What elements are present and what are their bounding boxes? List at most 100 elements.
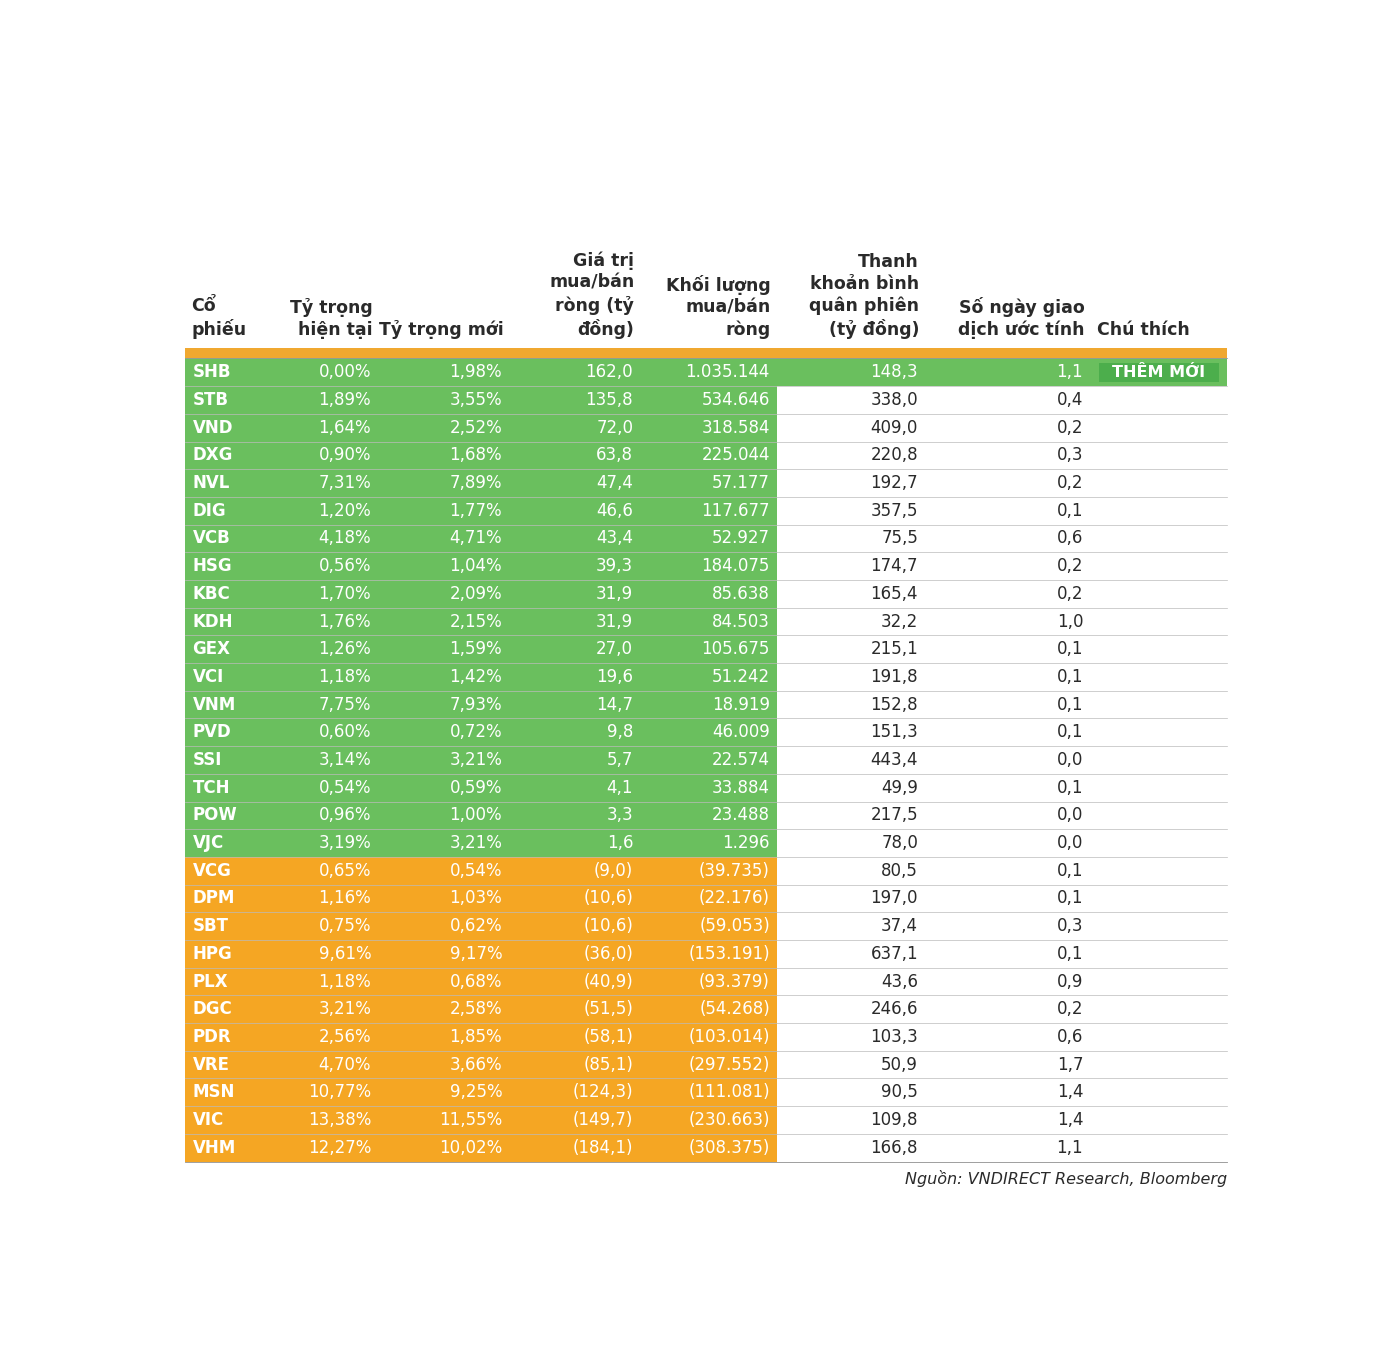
Bar	[270, 801, 379, 830]
Text: 1,4: 1,4	[1057, 1111, 1083, 1128]
Bar	[379, 553, 510, 580]
Text: 1,18%: 1,18%	[318, 972, 371, 990]
Text: 9,17%: 9,17%	[449, 945, 502, 963]
Bar	[1090, 553, 1228, 580]
Bar	[185, 441, 270, 470]
Text: VCG: VCG	[193, 862, 232, 880]
Bar	[510, 1023, 641, 1051]
Bar	[777, 801, 926, 830]
Bar	[641, 553, 777, 580]
Bar	[777, 1023, 926, 1051]
Bar	[926, 663, 1090, 691]
Text: 443,4: 443,4	[871, 751, 918, 769]
Text: 0,6: 0,6	[1057, 530, 1083, 547]
Bar	[270, 553, 379, 580]
Text: 1,4: 1,4	[1057, 1084, 1083, 1101]
Text: 0,1: 0,1	[1057, 640, 1083, 659]
Text: DPM: DPM	[193, 889, 234, 907]
Bar	[777, 774, 926, 801]
Text: 0,65%: 0,65%	[318, 862, 371, 880]
Bar	[777, 663, 926, 691]
Text: 152,8: 152,8	[871, 695, 918, 714]
Bar	[926, 470, 1090, 497]
Bar	[185, 414, 270, 441]
Bar	[641, 691, 777, 718]
Bar	[1090, 414, 1228, 441]
Bar	[379, 746, 510, 774]
Text: 0,54%: 0,54%	[449, 862, 502, 880]
Bar	[379, 801, 510, 830]
Text: (184,1): (184,1)	[573, 1139, 634, 1157]
Text: 22.574: 22.574	[712, 751, 770, 769]
Text: (111.081): (111.081)	[689, 1084, 770, 1101]
Bar	[270, 830, 379, 857]
Bar	[510, 497, 641, 524]
Text: 174,7: 174,7	[871, 557, 918, 576]
Text: 2,58%: 2,58%	[449, 1001, 502, 1018]
Bar	[1090, 580, 1228, 608]
Bar	[510, 636, 641, 663]
Bar	[185, 524, 270, 553]
Bar	[1090, 884, 1228, 913]
Bar	[379, 663, 510, 691]
Bar	[185, 663, 270, 691]
Text: 0,3: 0,3	[1057, 917, 1083, 936]
Text: 3,19%: 3,19%	[318, 834, 371, 851]
Bar	[926, 940, 1090, 968]
Text: HSG: HSG	[193, 557, 232, 576]
Text: KBC: KBC	[193, 585, 230, 603]
Text: 0,1: 0,1	[1057, 889, 1083, 907]
Text: 0,56%: 0,56%	[318, 557, 371, 576]
Text: 166,8: 166,8	[871, 1139, 918, 1157]
Bar	[641, 830, 777, 857]
Text: 11,55%: 11,55%	[440, 1111, 502, 1128]
Bar	[777, 940, 926, 968]
Bar	[641, 1107, 777, 1134]
Bar	[926, 386, 1090, 414]
Bar	[926, 1023, 1090, 1051]
Text: (230.663): (230.663)	[689, 1111, 770, 1128]
Text: 0,96%: 0,96%	[318, 807, 371, 824]
Bar	[379, 636, 510, 663]
Text: 72,0: 72,0	[597, 418, 634, 437]
Text: Cổ
phiếu: Cổ phiếu	[192, 296, 247, 338]
Text: 0,90%: 0,90%	[318, 447, 371, 464]
Bar	[1090, 386, 1228, 414]
Bar	[926, 553, 1090, 580]
Bar	[777, 1051, 926, 1078]
Bar	[926, 580, 1090, 608]
Bar	[926, 441, 1090, 470]
Bar	[641, 913, 777, 940]
Text: 3,14%: 3,14%	[318, 751, 371, 769]
Bar	[510, 857, 641, 884]
Text: Thanh
khoản bình
quân phiên
(tỷ đồng): Thanh khoản bình quân phiên (tỷ đồng)	[809, 253, 919, 338]
Text: 0,59%: 0,59%	[449, 778, 502, 797]
Text: (59.053): (59.053)	[699, 917, 770, 936]
Text: (40,9): (40,9)	[583, 972, 634, 990]
Bar	[185, 913, 270, 940]
Text: 7,93%: 7,93%	[449, 695, 502, 714]
Text: 32,2: 32,2	[881, 612, 918, 630]
Bar	[1090, 470, 1228, 497]
Bar	[510, 995, 641, 1023]
Text: 14,7: 14,7	[597, 695, 634, 714]
Bar	[185, 718, 270, 746]
Bar	[641, 1078, 777, 1107]
Bar	[379, 913, 510, 940]
Bar	[270, 497, 379, 524]
Text: 117.677: 117.677	[701, 502, 770, 520]
Text: 1,1: 1,1	[1057, 364, 1083, 382]
Bar	[926, 830, 1090, 857]
Bar	[510, 1134, 641, 1161]
Bar	[379, 414, 510, 441]
Bar	[270, 386, 379, 414]
Text: (149,7): (149,7)	[573, 1111, 634, 1128]
Bar	[185, 746, 270, 774]
Text: (93.379): (93.379)	[699, 972, 770, 990]
Text: 50,9: 50,9	[881, 1055, 918, 1074]
Text: (153.191): (153.191)	[689, 945, 770, 963]
Bar	[379, 608, 510, 636]
Bar	[777, 830, 926, 857]
Bar	[777, 386, 926, 414]
Bar	[185, 940, 270, 968]
